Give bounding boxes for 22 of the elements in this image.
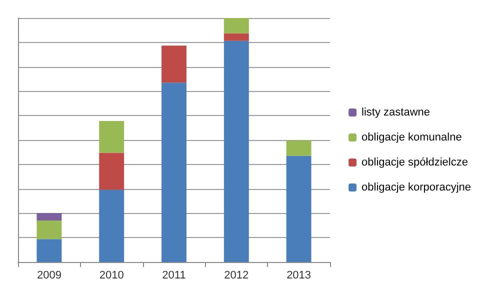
x-tick-label: 2012 (224, 270, 249, 282)
bar (99, 190, 124, 262)
bar (286, 156, 312, 262)
x-tick-label: 2010 (99, 270, 124, 282)
legend-label: obligacje komunalne (362, 132, 462, 144)
x-tick-label: 2009 (36, 270, 62, 282)
bar (36, 212, 62, 221)
bar (224, 33, 249, 41)
bar (162, 46, 186, 83)
bar (99, 120, 124, 153)
x-tick-label: 2011 (162, 270, 186, 282)
bar (99, 152, 124, 190)
bar (286, 140, 312, 156)
bar (224, 40, 249, 262)
x-tick-label: 2013 (286, 270, 312, 282)
bar (162, 82, 186, 262)
legend-label: obligacje spółdzielcze (362, 156, 468, 168)
legend-label: listy zastawne (362, 106, 430, 118)
bar (36, 220, 62, 240)
bar (36, 239, 62, 262)
bar (224, 18, 249, 34)
legend-label: obligacje korporacyjne (362, 182, 471, 194)
